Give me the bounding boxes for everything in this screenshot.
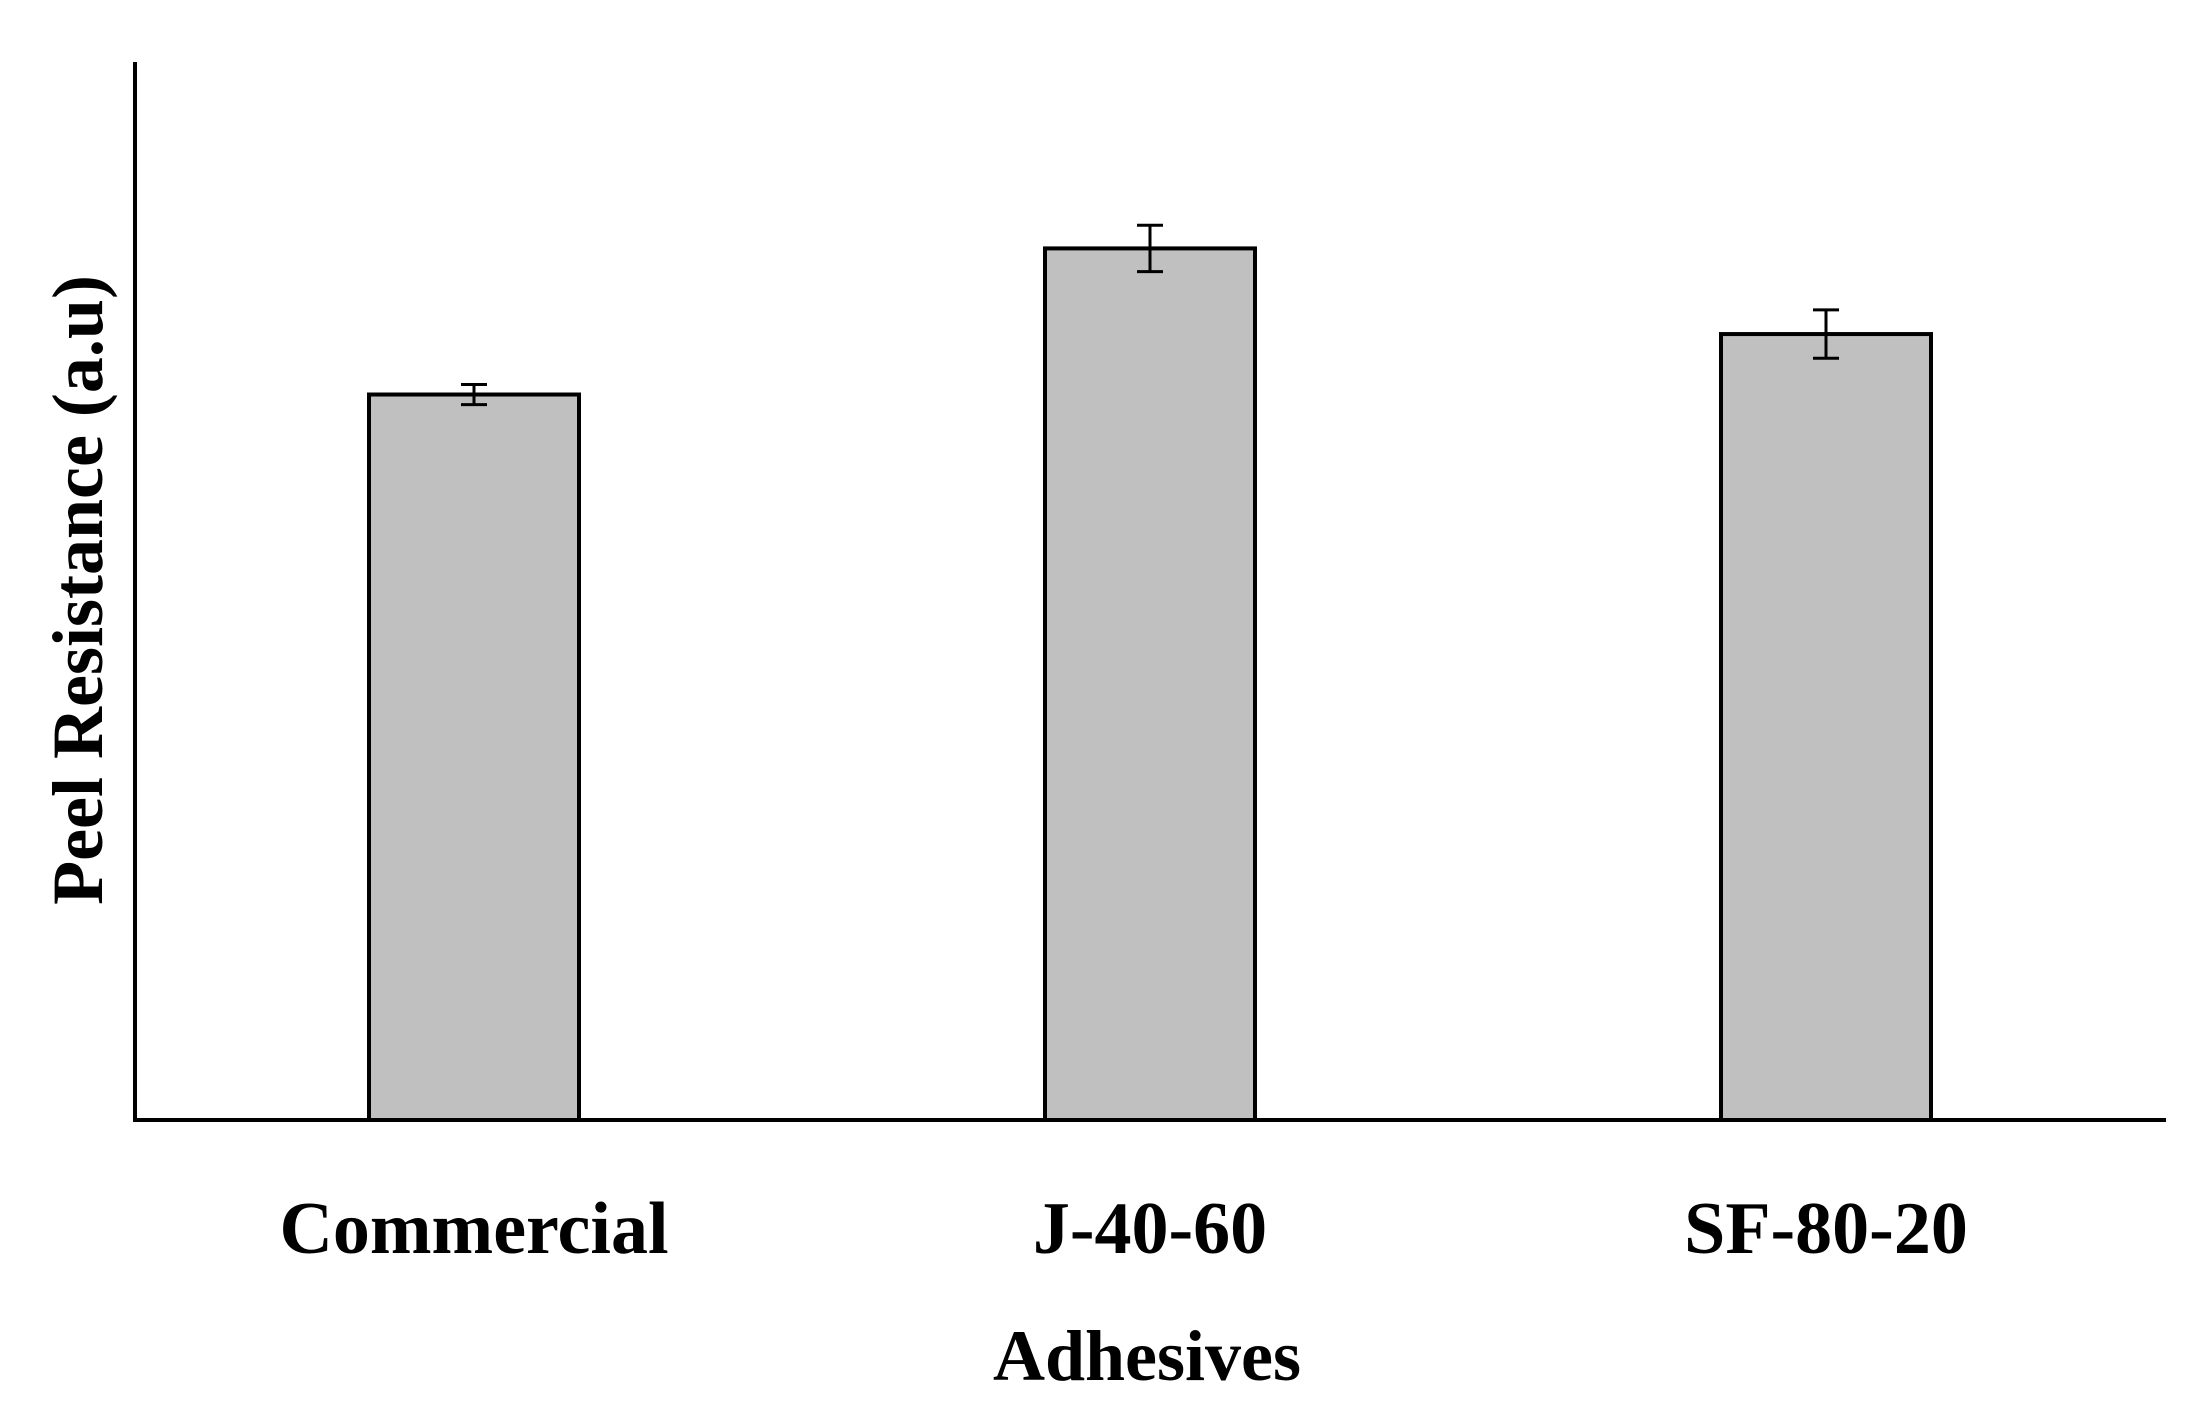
error-bar-commercial [461, 382, 487, 407]
error-bars-layer [461, 223, 1839, 407]
x-tick-label: SF-80-20 [1684, 1188, 1968, 1270]
x-tick-labels: Commercial J-40-60 SF-80-20 [279, 1188, 1967, 1270]
bar-j-40-60 [1043, 246, 1257, 1122]
error-bar-j-40-60 [1137, 223, 1163, 274]
x-axis-title: Adhesives [993, 1316, 1301, 1396]
bars-layer [367, 246, 1933, 1122]
bar-commercial [367, 392, 581, 1122]
error-bar-sf-80-20 [1813, 308, 1839, 360]
bar-sf-80-20 [1719, 332, 1933, 1122]
x-tick-label: J-40-60 [1033, 1188, 1267, 1270]
x-tick-label: Commercial [279, 1188, 668, 1270]
y-axis-title: Peel Resistance (a.u) [38, 275, 118, 905]
